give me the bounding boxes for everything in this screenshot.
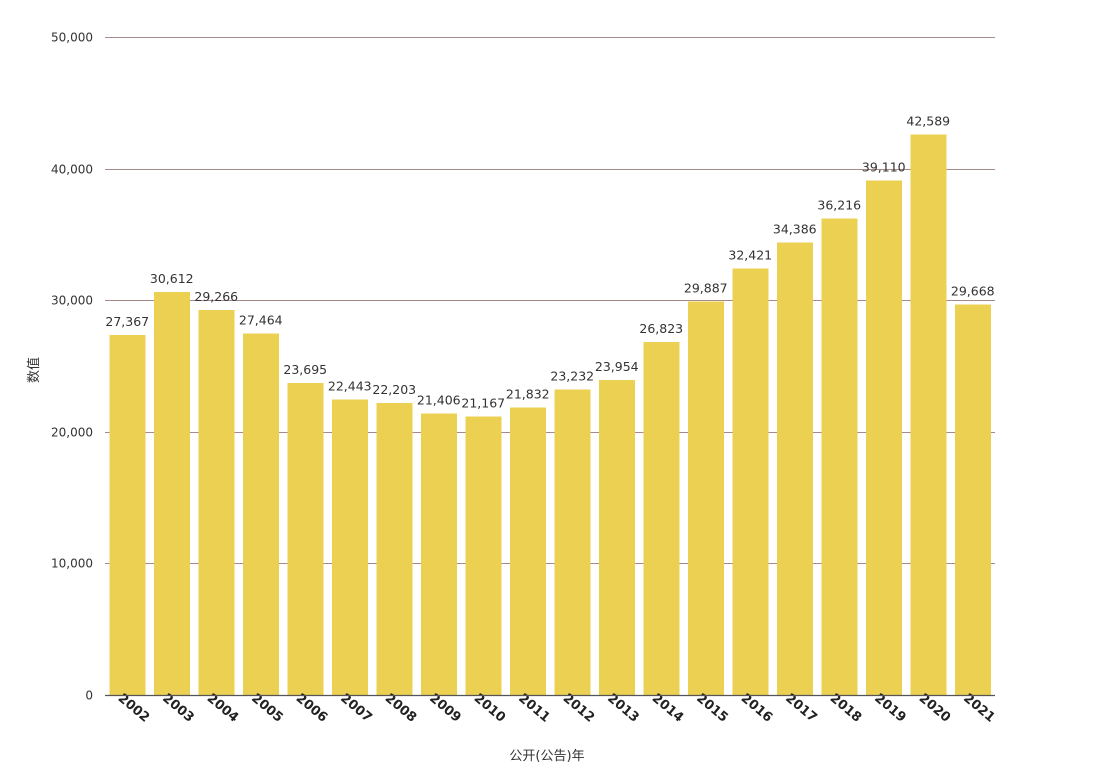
- data-label: 22,203: [372, 382, 416, 397]
- bar-2009: [420, 413, 457, 695]
- x-tick-label: 2021: [960, 691, 997, 726]
- y-tick-label: 30,000: [51, 294, 93, 308]
- data-label: 36,216: [817, 197, 861, 212]
- data-label: 30,612: [150, 271, 194, 286]
- x-tick-label: 2007: [337, 691, 374, 726]
- bar-2016: [732, 268, 769, 695]
- bar-2018: [821, 218, 858, 695]
- y-tick-label: 20,000: [51, 426, 93, 440]
- bar-2014: [643, 342, 680, 695]
- bar-2019: [865, 180, 902, 696]
- data-label: 23,954: [595, 359, 639, 374]
- bar-2002: [109, 334, 146, 695]
- x-tick-label: 2010: [471, 691, 508, 726]
- bar-2011: [509, 407, 546, 695]
- x-tick-label: 2014: [649, 691, 686, 726]
- data-label: 22,443: [328, 379, 372, 394]
- y-tick-label: 10,000: [51, 557, 93, 571]
- bar-2008: [376, 402, 413, 695]
- data-label: 21,167: [461, 395, 505, 410]
- data-label: 27,464: [239, 313, 283, 328]
- x-tick-label: 2020: [916, 691, 953, 726]
- x-tick-label: 2019: [871, 691, 908, 726]
- bar-2003: [153, 292, 190, 695]
- x-tick-label: 2004: [204, 691, 241, 726]
- data-label: 29,668: [951, 284, 995, 299]
- data-label: 21,406: [417, 392, 461, 407]
- data-label: 29,887: [684, 281, 728, 296]
- data-label: 21,832: [506, 387, 550, 402]
- x-axis-title: 公开(公告)年: [509, 749, 584, 764]
- data-label: 23,695: [283, 362, 327, 377]
- bar-2020: [910, 134, 947, 696]
- bar-2013: [598, 379, 635, 695]
- y-tick-label: 40,000: [51, 163, 93, 177]
- x-axis-ticks: 2002 2003 2004 2005 2006 2007 2008 2009 2010 2011…: [115, 691, 998, 726]
- x-tick-label: 2005: [248, 691, 285, 726]
- data-label: 42,589: [906, 114, 950, 129]
- x-tick-label: 2006: [293, 691, 330, 726]
- y-axis-title: 数值: [26, 357, 42, 383]
- y-axis-ticks: 0 10,000 20,000 30,000 40,000 50,000: [51, 31, 93, 703]
- bar-2012: [554, 389, 591, 695]
- bar-2015: [687, 301, 724, 695]
- data-label: 26,823: [639, 321, 683, 336]
- data-label: 23,232: [550, 368, 594, 383]
- x-tick-label: 2017: [782, 691, 819, 726]
- bar-2010: [465, 416, 502, 695]
- data-label: 39,110: [862, 159, 906, 174]
- bar-2004: [198, 309, 235, 695]
- bar-2007: [331, 399, 368, 695]
- y-tick-label: 0: [85, 689, 93, 703]
- data-label: 29,266: [194, 289, 238, 304]
- x-tick-label: 2016: [738, 691, 775, 726]
- data-label: 32,421: [728, 247, 772, 262]
- x-tick-label: 2009: [426, 691, 463, 726]
- grid-lines: [105, 37, 995, 564]
- y-tick-label: 50,000: [51, 31, 93, 45]
- x-tick-label: 2013: [604, 691, 641, 726]
- bars: [109, 134, 991, 696]
- x-tick-label: 2012: [560, 691, 597, 726]
- bar-2017: [776, 242, 813, 696]
- data-label: 27,367: [105, 314, 149, 329]
- x-tick-label: 2011: [515, 691, 552, 726]
- data-label: 34,386: [773, 221, 817, 236]
- x-tick-label: 2002: [115, 691, 152, 726]
- x-tick-label: 2008: [382, 691, 419, 726]
- bar-2006: [287, 383, 324, 695]
- x-tick-label: 2003: [159, 691, 196, 726]
- bar-2005: [242, 333, 279, 695]
- bar-2021: [954, 304, 991, 695]
- x-tick-label: 2015: [693, 691, 730, 726]
- x-tick-label: 2018: [827, 691, 864, 726]
